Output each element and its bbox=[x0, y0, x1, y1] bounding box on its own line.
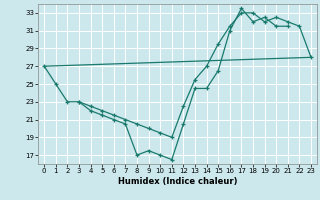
X-axis label: Humidex (Indice chaleur): Humidex (Indice chaleur) bbox=[118, 177, 237, 186]
